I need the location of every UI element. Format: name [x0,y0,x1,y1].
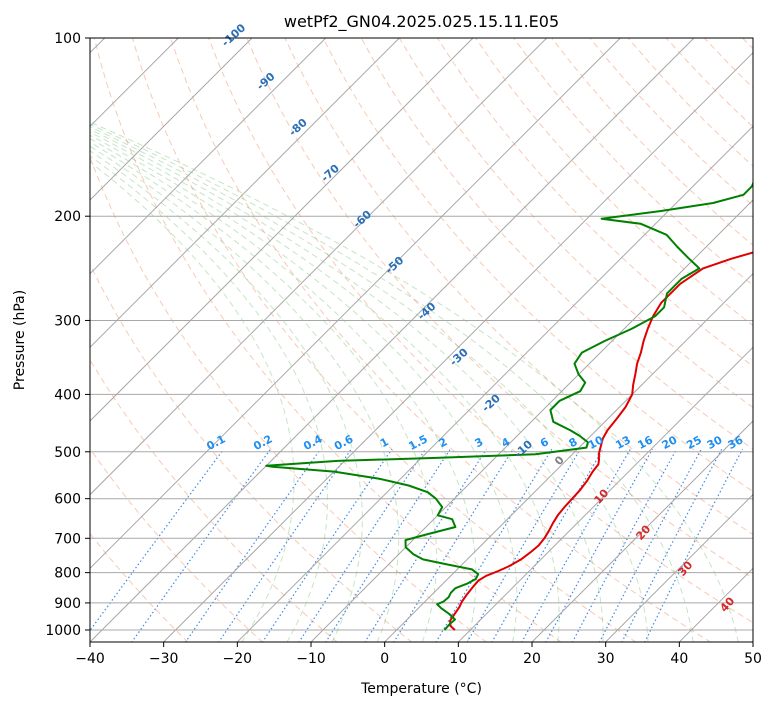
x-tick-label: 50 [744,651,762,667]
dry-adiabat-line [284,38,753,536]
mixing-ratio-line [466,448,581,642]
mixing-ratio-label: 25 [684,433,704,452]
mixing-ratio-label: 13 [613,433,633,452]
isotherm-line [604,493,753,642]
mixing-ratio-line [325,448,451,642]
moist-adiabat-line [90,134,518,642]
isotherm-line [90,38,621,570]
y-tick-label: 700 [54,531,81,547]
mixing-ratio-line [131,448,271,642]
x-tick-label: −10 [296,651,326,667]
mixing-ratio-label: 36 [726,433,746,452]
dry-adiabat-line [246,38,753,579]
mixing-ratio-line [364,448,487,642]
isotherm-line [90,38,548,496]
y-tick-label: 900 [54,596,81,612]
dry-adiabat-line [513,38,753,286]
mixing-ratio-line [298,448,427,642]
dry-adiabat-line [170,38,712,642]
isotherm-line [90,38,253,201]
isotherm-line [162,51,753,642]
series-lines [265,180,753,631]
y-tick-label: 300 [54,313,81,329]
x-tick-label: 30 [597,651,615,667]
moist-adiabat-line [90,121,739,642]
isotherm-line [457,346,753,642]
dry-adiabat-line [90,447,264,642]
temperature-line [449,251,753,631]
y-axis-label: Pressure (hPa) [12,290,28,390]
x-tick-label: 20 [523,651,541,667]
dry-adiabat-line [90,358,338,642]
y-tick-label: 100 [54,31,81,47]
moist-adiabat-line [90,150,363,642]
y-axis: 1000 900 800 700 600 500 400 300 200 100 [45,31,90,639]
dry-adiabat-line [93,38,562,642]
isotherm-line [90,38,400,349]
dewpoint-line [265,180,753,631]
mixing-ratio-line [571,448,678,642]
isotherm-line [236,125,753,642]
moist-adiabat-line [90,123,694,642]
y-tick-label: 800 [54,566,81,582]
x-tick-label: −30 [149,651,179,667]
isotherm-line [90,38,695,642]
moist-adiabat-line [90,145,400,642]
mixing-ratio-line [621,448,723,642]
dry-adiabat-line [131,38,637,642]
x-axis: −40 −30 −20 −10 0 10 20 30 40 50 [75,642,762,667]
moist-adiabat-line [90,137,477,642]
x-tick-label: −40 [75,651,105,667]
isotherm-line [383,272,753,642]
plot-frame [89,37,754,643]
y-tick-label: 500 [54,445,81,461]
x-tick-label: 40 [670,651,688,667]
mixing-ratio-label: 20 [660,433,680,452]
isotherm-line [531,420,753,642]
moist-adiabat-line [90,161,295,642]
moist-adiabat-line [90,155,328,642]
isotherm-line [90,38,474,422]
moist-adiabat-line [90,141,438,642]
moist-adiabat-line [90,126,649,642]
y-tick-label: 400 [54,387,81,403]
mixing-ratio-line [218,448,352,642]
x-tick-label: 0 [380,651,389,667]
isotherm-line [90,38,327,275]
y-tick-label: 1000 [45,623,81,639]
mixing-ratio-line [261,448,393,642]
x-tick-label: 10 [449,651,467,667]
moist-adiabat-line [90,128,604,642]
y-tick-label: 600 [54,492,81,508]
mixing-ratio-label: 30 [705,433,725,452]
chart-title: wetPf2_GN04.2025.025.15.11.E05 [284,12,559,32]
dry-adiabat-line [475,38,753,327]
isotherm-line [310,199,753,642]
x-axis-label: Temperature (°C) [360,681,482,697]
background-lines [90,38,753,642]
dry-adiabat-line [208,38,753,624]
dry-adiabat-line [322,38,753,493]
mixing-ratio-label: 16 [635,433,655,452]
x-tick-label: −20 [223,651,253,667]
mixing-ratio-line [90,448,225,632]
mixing-ratio-line [598,448,702,642]
mixing-ratio-label: 10 [586,433,606,452]
grid-lines [90,38,753,642]
dry-adiabat-line [90,263,413,642]
mixing-ratio-line [184,448,321,642]
moist-adiabat-line [90,131,560,642]
y-tick-label: 200 [54,209,81,225]
